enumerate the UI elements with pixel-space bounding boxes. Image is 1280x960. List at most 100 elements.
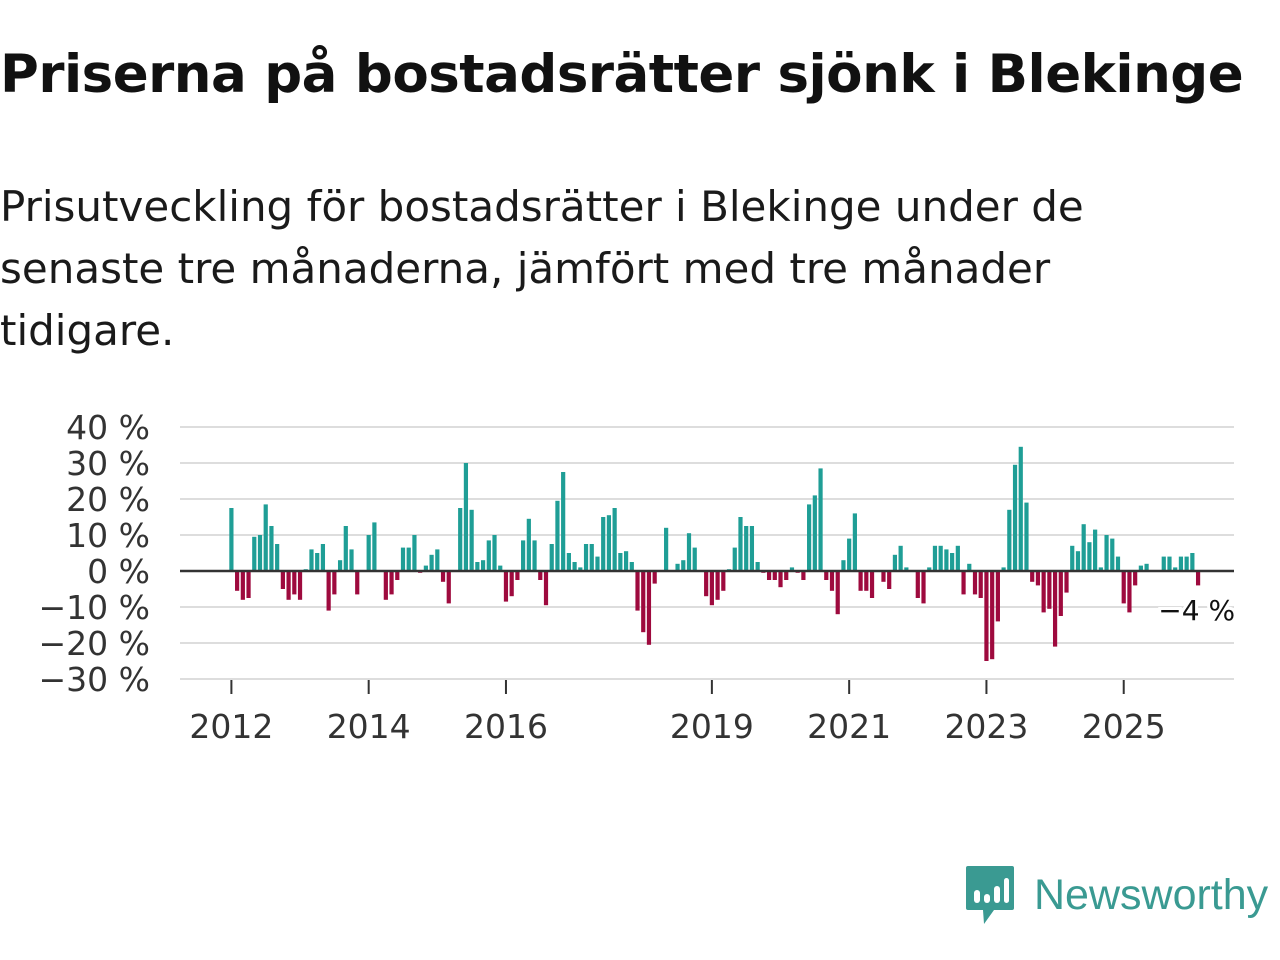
bar [240, 571, 245, 600]
bar [732, 547, 737, 571]
bar [847, 538, 852, 571]
bar [967, 563, 972, 571]
y-tick-label: −30 % [39, 660, 151, 699]
bar [972, 571, 978, 595]
bar [280, 571, 285, 589]
y-tick-label: 30 % [66, 444, 150, 483]
bar [1007, 509, 1012, 571]
bar [1012, 464, 1018, 571]
bar [927, 567, 932, 571]
bar [1058, 571, 1063, 616]
bar [738, 517, 743, 571]
bar [429, 554, 434, 571]
bar [618, 553, 623, 571]
bar [257, 535, 263, 571]
bar [646, 571, 652, 645]
bar [1121, 571, 1126, 604]
bar [801, 571, 806, 580]
bar [1098, 567, 1103, 571]
bar [807, 504, 812, 571]
bar [652, 571, 657, 584]
bar [458, 508, 463, 571]
y-tick-label: 20 % [66, 480, 150, 519]
bar [1087, 542, 1092, 571]
bar [955, 545, 960, 571]
x-tick-label: 2025 [1082, 707, 1166, 746]
bar [715, 571, 720, 600]
bar [664, 527, 669, 571]
newsworthy-logo[interactable]: Newsworthy [964, 864, 1268, 926]
x-tick-label: 2021 [807, 707, 891, 746]
bar [675, 563, 680, 571]
bar [532, 540, 537, 571]
bar [995, 571, 1000, 622]
bar [395, 571, 400, 580]
bar [629, 562, 634, 571]
bar [412, 535, 417, 571]
bar [789, 567, 795, 571]
bar [1133, 571, 1138, 586]
bar [904, 567, 909, 571]
bar [635, 571, 640, 611]
bar [944, 549, 949, 571]
x-tick-label: 2019 [670, 707, 754, 746]
bar [1064, 571, 1069, 593]
x-tick-label: 2014 [327, 707, 411, 746]
bar [950, 553, 955, 571]
x-tick-label: 2023 [944, 707, 1028, 746]
bar [1075, 551, 1081, 571]
last-value-label: −4 % [1158, 594, 1235, 627]
bar [869, 571, 875, 598]
bar [990, 571, 995, 660]
bar [515, 571, 520, 580]
bar [1018, 446, 1023, 571]
bar [784, 571, 789, 580]
bar [332, 571, 337, 595]
y-tick-label: −10 % [39, 588, 151, 627]
bar [709, 571, 714, 606]
bar [297, 571, 303, 600]
bar [543, 571, 549, 606]
bar [1001, 567, 1006, 571]
y-tick-label: −20 % [39, 624, 151, 663]
bar [337, 560, 343, 571]
y-axis-labels: 40 %30 %20 %10 %0 %−10 %−20 %−30 % [39, 408, 151, 699]
bar [606, 515, 612, 571]
bar [355, 571, 360, 595]
bar [1138, 565, 1143, 571]
bar [1167, 556, 1172, 571]
bar [601, 517, 606, 571]
newsworthy-logo-text: Newsworthy [1034, 870, 1269, 919]
bar [372, 522, 377, 571]
bar [440, 571, 446, 582]
bar [1041, 571, 1046, 613]
x-axis: 2012 2014 2016 2019 2021 2023 2025 [189, 680, 1166, 746]
bar [887, 571, 892, 589]
bar [1052, 571, 1058, 647]
bar [772, 571, 777, 580]
bar [366, 535, 371, 571]
bar [229, 508, 234, 571]
bar [915, 571, 920, 598]
bar [595, 556, 600, 571]
bar [961, 571, 966, 595]
y-tick-label: 0 % [87, 552, 150, 591]
bar [1115, 556, 1121, 571]
bar [1035, 571, 1041, 586]
bar [555, 500, 560, 571]
bar [704, 571, 709, 597]
bar [463, 463, 469, 571]
bar [641, 571, 646, 633]
bar [326, 571, 331, 611]
bar [749, 526, 755, 571]
bar [818, 468, 823, 571]
bar [320, 544, 326, 571]
bar [932, 545, 938, 571]
bar [561, 472, 566, 571]
bar [383, 571, 388, 600]
bar [681, 560, 686, 571]
bars [229, 446, 1201, 661]
bar [578, 567, 583, 571]
chart-subtitle: Prisutveckling för bostadsrätter i Bleki… [0, 182, 1084, 355]
